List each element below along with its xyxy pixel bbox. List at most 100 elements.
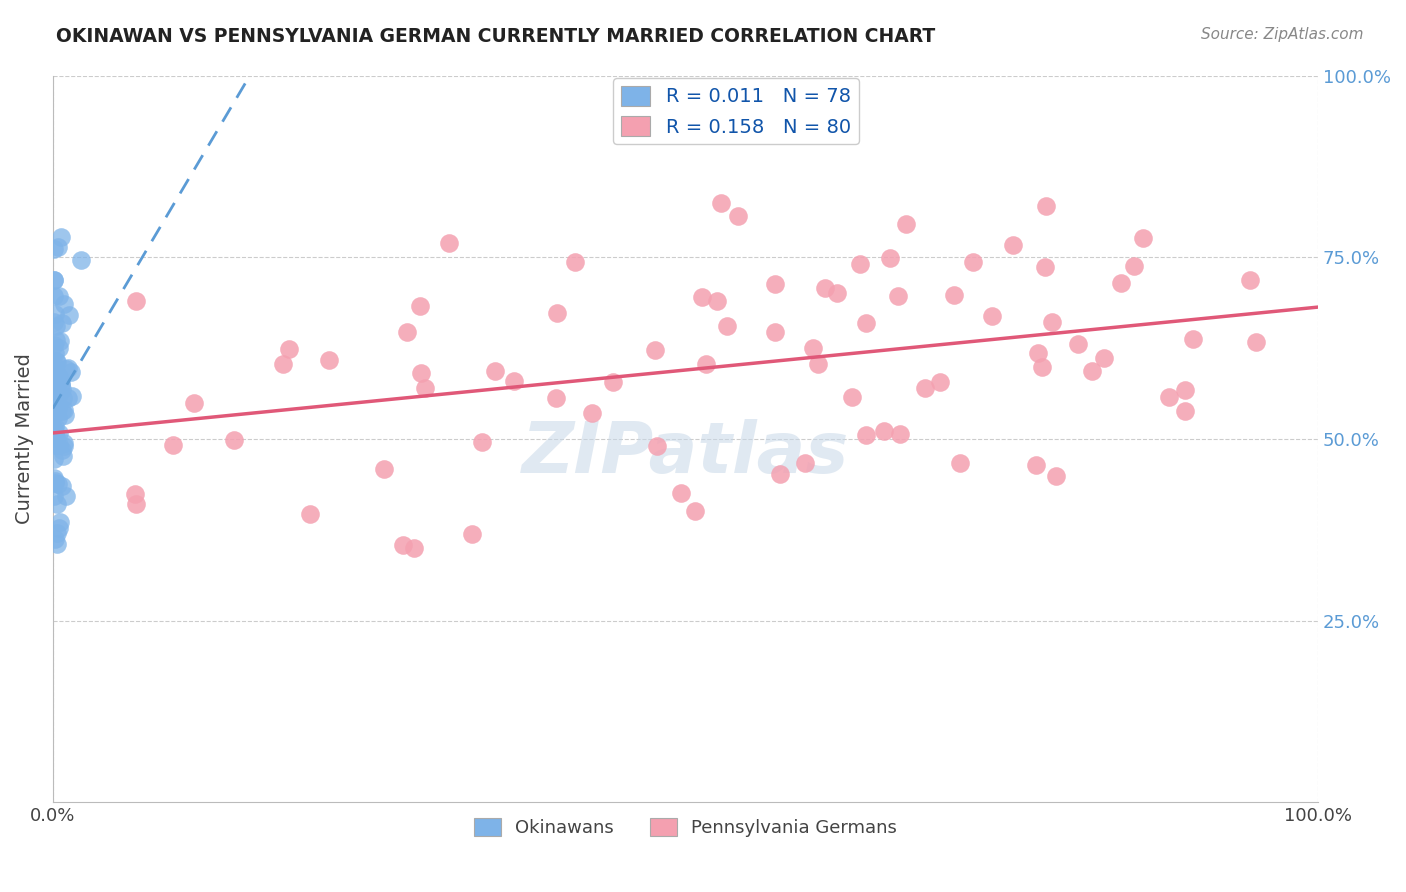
Point (46, 477, 69, 491)
Point (962, 254, 984, 268)
Point (502, 374, 524, 388)
Point (42, 380, 65, 394)
Point (44, 423, 66, 437)
Legend: Okinawans, Pennsylvania Germans: Okinawans, Pennsylvania Germans (467, 810, 904, 844)
Point (44, 427, 66, 442)
Point (183, 396, 205, 410)
Point (1123, 259, 1146, 273)
Point (645, 438, 668, 452)
Point (49, 376, 72, 391)
Point (1066, 336, 1088, 351)
Point (544, 391, 567, 405)
Point (56, 391, 79, 405)
Point (44, 346, 66, 360)
Point (46, 367, 69, 381)
Point (318, 353, 340, 368)
Point (581, 406, 603, 420)
Point (1174, 383, 1197, 397)
Point (1040, 315, 1063, 329)
Point (471, 435, 494, 450)
Point (46, 525, 69, 540)
Point (1239, 273, 1261, 287)
Point (45, 393, 67, 408)
Point (44, 475, 66, 490)
Point (46, 401, 69, 416)
Point (44, 471, 66, 485)
Point (44, 376, 66, 391)
Point (683, 504, 706, 518)
Point (58, 308, 80, 322)
Point (1031, 360, 1053, 375)
Point (45, 333, 67, 347)
Point (949, 456, 972, 470)
Point (409, 367, 432, 381)
Point (49, 378, 72, 392)
Point (45, 431, 67, 445)
Point (48, 369, 70, 384)
Point (841, 390, 863, 404)
Point (44, 438, 66, 452)
Point (727, 209, 749, 223)
Point (807, 357, 830, 371)
Point (52, 449, 75, 463)
Point (52, 402, 75, 417)
Point (1174, 403, 1197, 417)
Point (1001, 238, 1024, 252)
Point (669, 486, 692, 500)
Point (409, 300, 432, 314)
Point (69, 253, 91, 268)
Point (52, 297, 75, 311)
Point (44, 532, 66, 546)
Point (42, 289, 65, 303)
Point (928, 376, 950, 390)
Point (855, 428, 877, 442)
Point (51, 317, 73, 331)
Point (222, 434, 245, 448)
Point (1109, 276, 1132, 290)
Point (1132, 231, 1154, 245)
Point (849, 257, 872, 271)
Point (1026, 346, 1049, 360)
Point (42, 384, 65, 398)
Point (48, 289, 70, 303)
Point (1035, 199, 1057, 213)
Point (42, 407, 65, 421)
Point (46, 497, 69, 511)
Point (763, 277, 786, 292)
Point (42, 428, 65, 442)
Point (42, 273, 65, 287)
Point (48, 438, 70, 452)
Point (55, 490, 77, 504)
Point (981, 309, 1004, 323)
Point (45, 431, 67, 445)
Point (52, 436, 75, 450)
Point (52, 439, 75, 453)
Point (60, 389, 83, 403)
Point (942, 288, 965, 302)
Point (53, 409, 76, 423)
Point (44, 419, 66, 434)
Point (46, 240, 69, 254)
Point (644, 343, 666, 357)
Point (44, 307, 66, 321)
Point (48, 375, 70, 389)
Point (1045, 469, 1067, 483)
Point (1159, 390, 1181, 404)
Point (48, 425, 70, 440)
Point (51, 442, 73, 457)
Y-axis label: Currently Married: Currently Married (15, 353, 34, 524)
Point (42, 489, 65, 503)
Point (162, 438, 184, 452)
Point (396, 325, 419, 339)
Point (44, 429, 66, 443)
Point (706, 293, 728, 308)
Point (602, 375, 624, 389)
Point (564, 254, 586, 268)
Point (1035, 260, 1057, 274)
Point (45, 355, 67, 369)
Point (814, 281, 837, 295)
Point (48, 386, 70, 401)
Point (51, 229, 73, 244)
Point (42, 422, 65, 436)
Point (51, 404, 73, 418)
